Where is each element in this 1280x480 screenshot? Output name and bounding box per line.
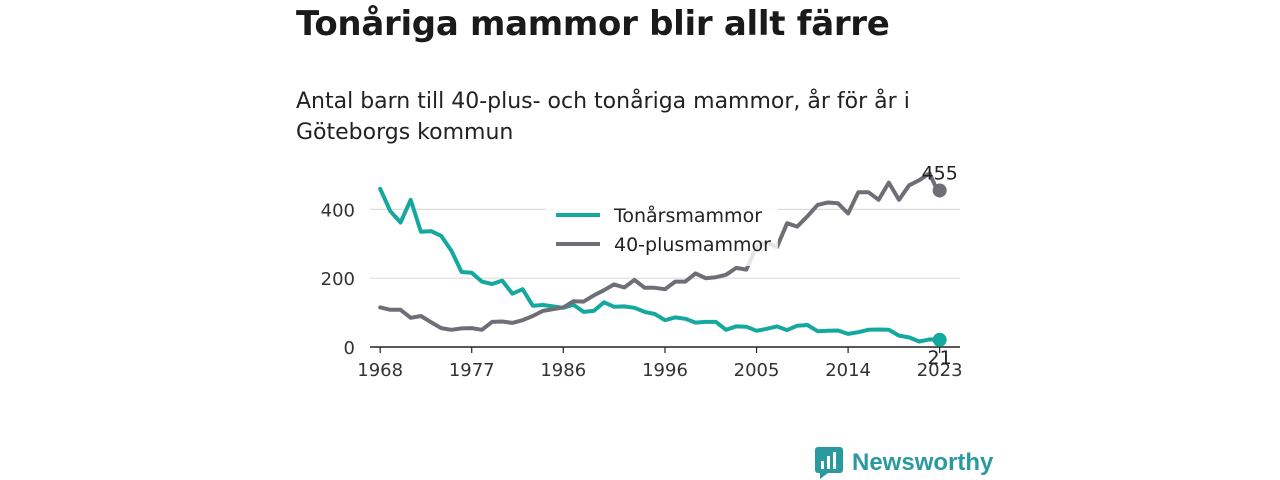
teen-end-marker <box>932 332 947 347</box>
legend: Tonårsmammor 40-plusmammor <box>546 200 778 266</box>
y-tick-label: 200 <box>321 269 355 290</box>
forty-end-label: 455 <box>922 162 958 184</box>
x-tick-label: 1977 <box>449 360 495 381</box>
x-tick-label: 1986 <box>540 360 586 381</box>
end-markers: 21 455 <box>922 162 958 368</box>
y-tick-label: 400 <box>321 200 355 221</box>
teen-line <box>378 186 942 344</box>
y-tick-label: 0 <box>344 338 355 359</box>
x-tick-label: 1968 <box>357 360 403 381</box>
x-tick-label: 2023 <box>917 360 963 381</box>
series-lines <box>378 171 942 344</box>
teen-end-label: 21 <box>928 347 952 369</box>
forty-line <box>378 171 942 332</box>
brand: Newsworthy <box>814 446 993 480</box>
legend-background <box>546 200 778 266</box>
brand-name: Newsworthy <box>852 449 994 476</box>
legend-label-forty: 40-plusmammor <box>614 234 771 256</box>
newsworthy-logo-icon <box>815 447 843 479</box>
x-tick-label: 2005 <box>734 360 780 381</box>
chart-title: Tonåriga mammor blir allt färre <box>296 4 890 44</box>
x-axis: 1968 1977 1986 1996 2005 2014 2023 <box>357 346 963 381</box>
legend-label-teen: Tonårsmammor <box>613 204 762 227</box>
forty-end-marker <box>932 183 947 198</box>
x-tick-label: 1996 <box>642 360 688 381</box>
x-tick-label: 2014 <box>825 360 871 381</box>
chart-subtitle: Antal barn till 40-plus- och tonåriga ma… <box>296 89 910 145</box>
y-axis-ticks: 0 200 400 <box>321 200 355 359</box>
